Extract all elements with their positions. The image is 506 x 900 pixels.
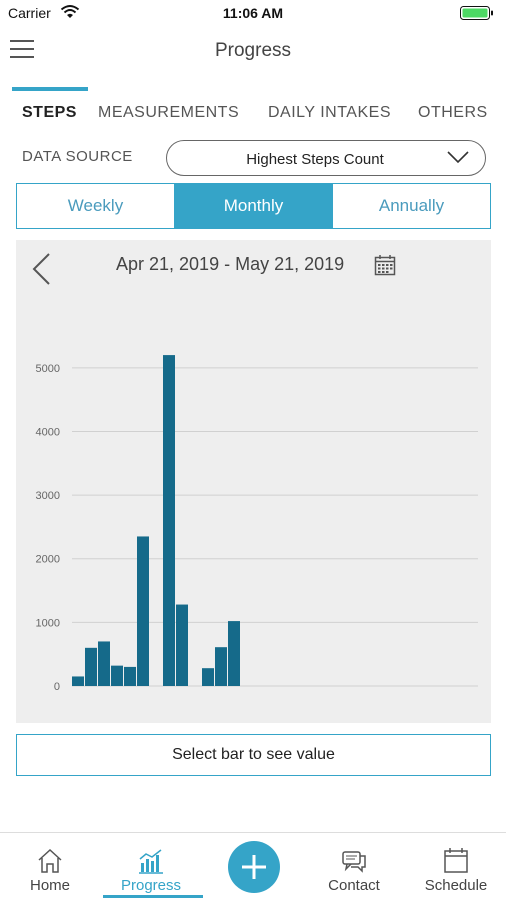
clock: 11:06 AM xyxy=(222,5,284,21)
steps-bar-chart: 0 1000 2000 3000 4000 5000 xyxy=(36,355,478,693)
menu-icon[interactable] xyxy=(10,40,36,60)
tab-others[interactable]: OTHERS xyxy=(418,104,488,121)
page-title: Progress xyxy=(214,40,292,61)
tab-schedule[interactable]: Schedule xyxy=(406,833,506,900)
y-tick-label: 0 xyxy=(54,681,60,693)
chart-bar[interactable] xyxy=(176,604,188,686)
chart-bar[interactable] xyxy=(85,647,97,686)
tab-schedule-label: Schedule xyxy=(424,877,488,894)
active-tab-indicator xyxy=(12,87,88,91)
period-selector: Weekly Monthly Annually xyxy=(16,183,491,229)
selected-value-box: Select bar to see value xyxy=(16,734,491,776)
date-range: Apr 21, 2019 - May 21, 2019 xyxy=(116,254,345,274)
battery-icon xyxy=(460,6,493,20)
chart-panel: 0 1000 2000 3000 4000 5000 Apr 21, 2019 - May… xyxy=(16,240,491,723)
tab-progress[interactable]: Progress xyxy=(101,833,203,900)
chat-icon xyxy=(342,851,366,873)
data-source-value: Highest Steps Count xyxy=(246,151,384,168)
plus-icon xyxy=(242,855,266,879)
y-tick-label: 5000 xyxy=(36,363,60,375)
wifi-icon xyxy=(60,5,80,18)
tab-home-label: Home xyxy=(29,877,70,894)
chart-bar[interactable] xyxy=(72,676,84,686)
y-tick-label: 2000 xyxy=(36,554,60,566)
chart-bar[interactable] xyxy=(202,668,214,686)
data-source-dropdown[interactable]: Highest Steps Count xyxy=(166,140,486,176)
tab-progress-underline xyxy=(103,895,203,898)
tab-home[interactable]: Home xyxy=(0,833,100,900)
chevron-left-icon[interactable] xyxy=(30,252,52,286)
y-tick-label: 3000 xyxy=(36,490,60,502)
chart-bar[interactable] xyxy=(98,641,110,686)
chevron-down-icon xyxy=(447,151,469,164)
chart-bar[interactable] xyxy=(215,647,227,686)
tab-progress-label: Progress xyxy=(120,877,182,894)
chart-bar[interactable] xyxy=(228,621,240,686)
carrier-label: Carrier xyxy=(8,5,51,21)
chart-bar[interactable] xyxy=(137,536,149,686)
tab-contact[interactable]: Contact xyxy=(304,833,404,900)
calendar-icon[interactable] xyxy=(374,254,396,276)
nav-bar: Progress xyxy=(0,26,506,88)
period-annually[interactable]: Annually xyxy=(378,196,445,215)
data-source-label: DATA SOURCE xyxy=(22,148,133,165)
calendar-icon xyxy=(444,848,468,873)
tab-steps[interactable]: STEPS xyxy=(22,104,77,121)
period-weekly[interactable]: Weekly xyxy=(17,184,175,228)
y-tick-label: 1000 xyxy=(36,617,60,629)
tab-contact-label: Contact xyxy=(328,877,380,894)
tab-daily-intakes[interactable]: DAILY INTAKES xyxy=(268,104,391,121)
chart-bar[interactable] xyxy=(124,666,136,686)
period-monthly[interactable]: Monthly xyxy=(175,184,333,228)
progress-chart-icon xyxy=(139,849,163,874)
status-bar: Carrier 11:06 AM xyxy=(0,0,506,26)
chart-bar[interactable] xyxy=(163,355,175,686)
tab-measurements[interactable]: MEASUREMENTS xyxy=(98,104,240,121)
y-tick-label: 4000 xyxy=(36,426,60,438)
home-icon xyxy=(38,848,62,873)
add-button[interactable] xyxy=(228,841,280,893)
chart-bar[interactable] xyxy=(111,665,123,686)
